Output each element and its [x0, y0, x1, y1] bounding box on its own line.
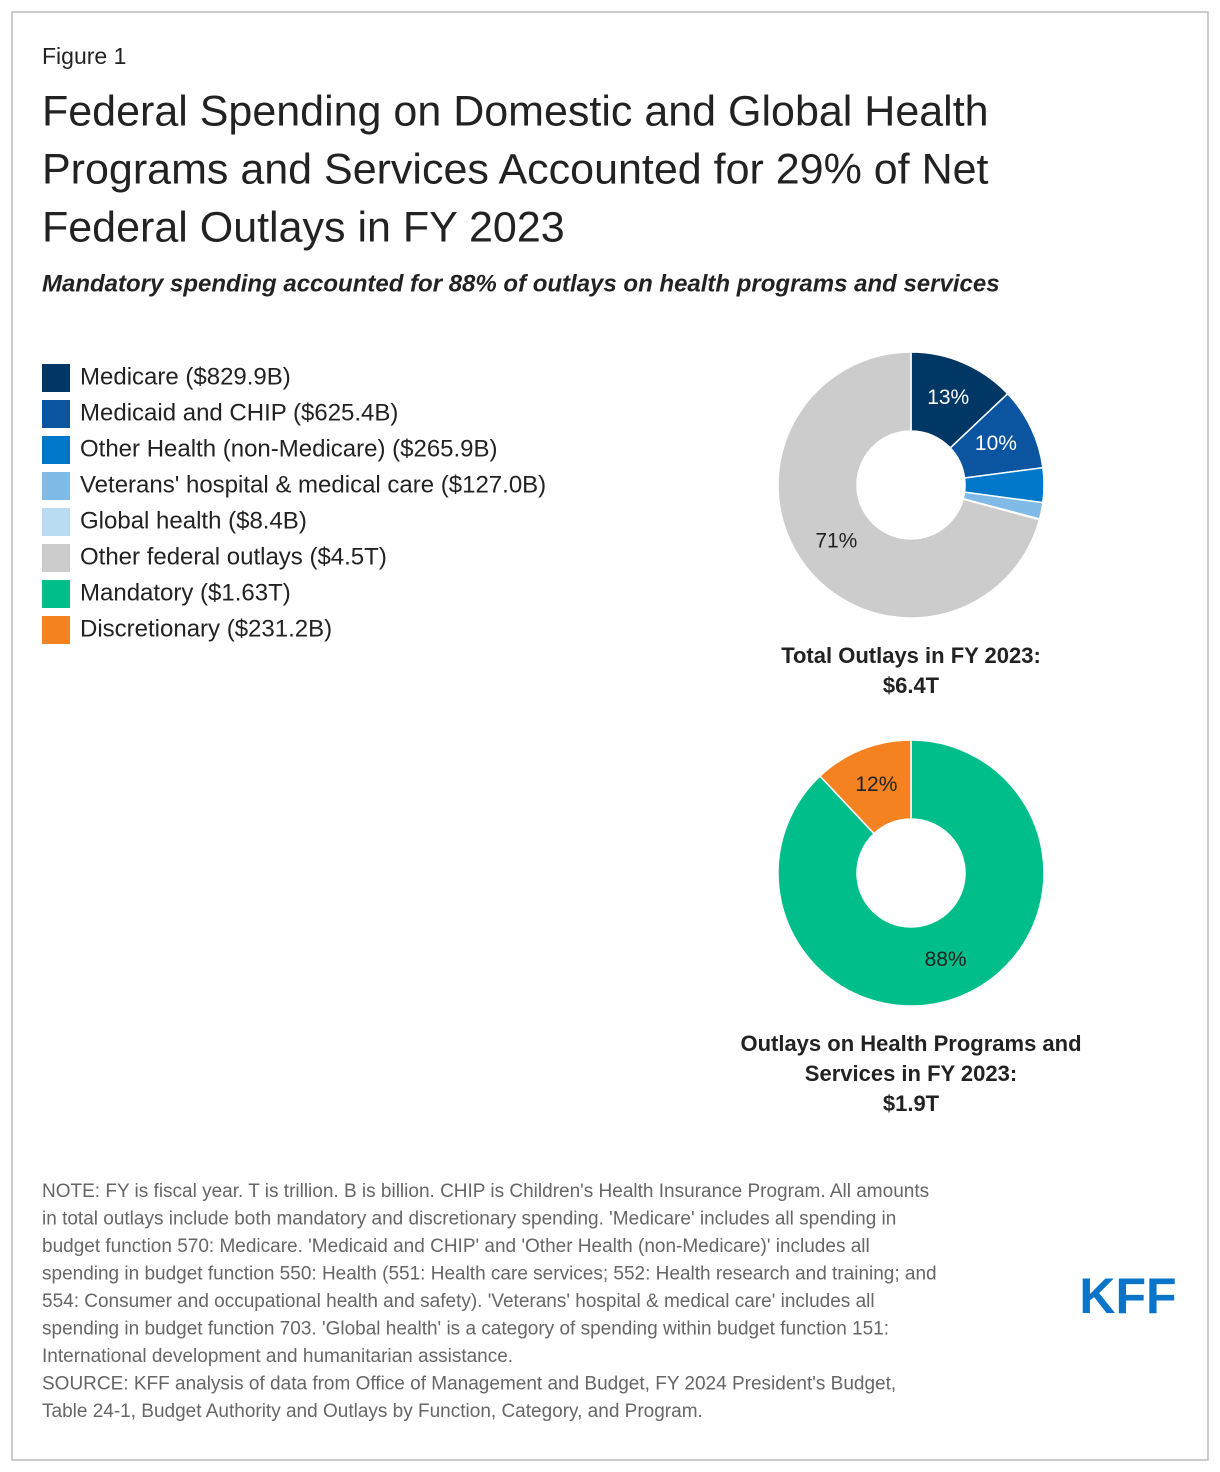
data-label: 12% [855, 773, 897, 796]
legend-label: Veterans' hospital & medical care ($127.… [80, 471, 546, 498]
note: International development and humanitari… [42, 1346, 513, 1367]
frame [11, 11, 1209, 1461]
legend-label: Medicare ($829.9B) [80, 363, 291, 390]
pie-slice [777, 351, 1041, 619]
legend-swatch [42, 544, 70, 572]
legend-swatch [42, 436, 70, 464]
data-label: 88% [925, 948, 967, 971]
note: 554: Consumer and occupational health an… [42, 1291, 875, 1312]
subtitle: Mandatory spending accounted for 88% of … [42, 270, 1000, 297]
data-label: 10% [975, 432, 1017, 455]
data-label: 71% [815, 530, 857, 553]
chart-title: Programs and Services Accounted for 29% … [42, 145, 989, 193]
legend-label: Discretionary ($231.2B) [80, 615, 332, 642]
legend-label: Global health ($8.4B) [80, 507, 307, 534]
data-label: 13% [927, 386, 969, 409]
note: budget function 570: Medicare. 'Medicaid… [42, 1236, 870, 1257]
legend-swatch [42, 364, 70, 392]
legend-swatch [42, 472, 70, 500]
chart-title: Federal Outlays in FY 2023 [42, 203, 565, 251]
chart-title: Federal Spending on Domestic and Global … [42, 87, 989, 135]
pie-caption: $6.4T [883, 673, 940, 698]
legend-swatch [42, 616, 70, 644]
legend-swatch [42, 508, 70, 536]
pie-caption: Total Outlays in FY 2023: [781, 643, 1041, 668]
note: NOTE: FY is fiscal year. T is trillion. … [42, 1181, 929, 1202]
source: SOURCE: KFF analysis of data from Office… [42, 1374, 896, 1395]
pie-caption: Outlays on Health Programs and [740, 1031, 1081, 1056]
pie-slice [818, 739, 912, 835]
note: spending in budget function 550: Health … [42, 1264, 937, 1285]
figure-label: Figure 1 [42, 43, 126, 69]
pie-caption: Services in FY 2023: [805, 1061, 1017, 1086]
note: spending in budget function 703. 'Global… [42, 1319, 889, 1340]
legend-label: Other Health (non-Medicare) ($265.9B) [80, 435, 498, 462]
logo: KFF [1079, 1268, 1176, 1324]
legend-swatch [42, 580, 70, 608]
pie-slice [777, 739, 1045, 1007]
note: in total outlays include both mandatory … [42, 1209, 896, 1230]
pie-caption: $1.9T [883, 1091, 940, 1116]
legend-swatch [42, 400, 70, 428]
legend-label: Medicaid and CHIP ($625.4B) [80, 399, 398, 426]
source: Table 24-1, Budget Authority and Outlays… [42, 1401, 703, 1422]
legend-label: Mandatory ($1.63T) [80, 579, 291, 606]
legend-label: Other federal outlays ($4.5T) [80, 543, 387, 570]
